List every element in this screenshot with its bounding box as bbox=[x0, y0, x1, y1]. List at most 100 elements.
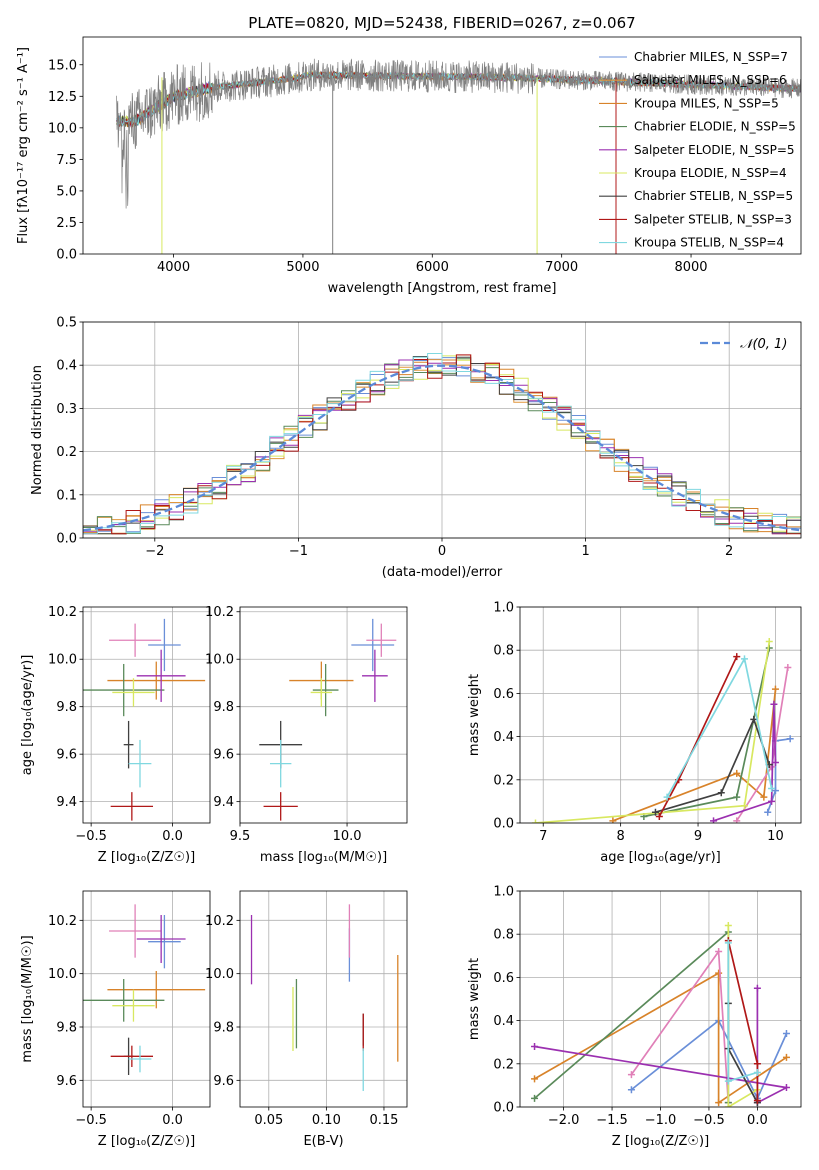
y-tick-label: 0.4 bbox=[493, 1014, 514, 1029]
y-axis-label: mass weight bbox=[467, 674, 482, 756]
legend-label: Salpeter ELODIE, N_SSP=5 bbox=[634, 143, 795, 157]
y-tick-label: 9.6 bbox=[213, 748, 234, 763]
legend-label: 𝒩(0, 1) bbox=[740, 337, 787, 352]
y-tick-label: 10.2 bbox=[205, 914, 234, 929]
x-axis-label: E(B-V) bbox=[303, 1134, 343, 1149]
mass-weight-line bbox=[713, 704, 777, 822]
x-axis-label: mass [log₁₀(M/M☉)] bbox=[260, 850, 387, 865]
observed-spectrum-line bbox=[116, 58, 801, 209]
axes-frame bbox=[519, 606, 802, 824]
legend-label: Chabrier ELODIE, N_SSP=5 bbox=[634, 120, 796, 134]
mass-weight-line bbox=[535, 641, 771, 823]
y-tick-label: 7.5 bbox=[56, 153, 77, 168]
data-point-marker bbox=[733, 817, 741, 823]
mass-weight-line bbox=[612, 689, 777, 822]
x-tick-label: 0.10 bbox=[312, 1113, 341, 1128]
x-tick-label: 8000 bbox=[674, 260, 707, 275]
plot-area bbox=[531, 922, 790, 1107]
axes-frame bbox=[82, 606, 211, 824]
y-tick-label: 0.0 bbox=[56, 248, 77, 263]
y-tick-label: 9.8 bbox=[213, 700, 234, 715]
x-axis-label: (data-model)/error bbox=[382, 565, 503, 580]
data-point-marker bbox=[740, 802, 748, 810]
y-tick-label: 0.2 bbox=[493, 773, 514, 788]
mass-weight-line bbox=[727, 942, 758, 1083]
panel-6: 0.05 0.10 0.15 9.6 9.8 10.0 10.2 E(B-V) bbox=[205, 890, 408, 1149]
legend-label: Salpeter STELIB, N_SSP=3 bbox=[634, 212, 792, 226]
y-tick-label: 0.4 bbox=[493, 730, 514, 745]
legend-label: Chabrier STELIB, N_SSP=5 bbox=[634, 189, 793, 203]
y-tick-label: 0.8 bbox=[493, 928, 514, 943]
x-tick-label: 0.0 bbox=[747, 1113, 768, 1128]
y-tick-label: 2.5 bbox=[56, 216, 77, 231]
x-tick-label: 9.5 bbox=[230, 829, 251, 844]
axes-frame bbox=[239, 606, 408, 824]
y-tick-label: 0.1 bbox=[56, 488, 77, 503]
data-point-marker bbox=[715, 947, 723, 955]
data-point-marker bbox=[627, 1071, 635, 1079]
x-tick-label: 0.0 bbox=[162, 829, 183, 844]
legend-label: Chabrier MILES, N_SSP=7 bbox=[634, 50, 788, 64]
mass-weight-line bbox=[534, 988, 790, 1105]
y-tick-label: 0.5 bbox=[56, 316, 77, 331]
x-tick-label: 9 bbox=[694, 829, 702, 844]
x-tick-label: 0.05 bbox=[254, 1113, 283, 1128]
y-tick-label: 9.8 bbox=[213, 1021, 234, 1036]
plot-area bbox=[83, 904, 206, 1075]
data-point-marker bbox=[753, 1068, 761, 1076]
axes-frame bbox=[82, 36, 802, 255]
x-tick-label: 0.0 bbox=[162, 1113, 183, 1128]
legend-label: Kroupa STELIB, N_SSP=4 bbox=[634, 236, 784, 250]
panel-2: −0.5 0.0 9.4 9.6 9.8 10.0 10.2 Z [log₁₀(Z/Z☉)] a… bbox=[20, 605, 211, 865]
y-axis-label: Flux [fλ10⁻¹⁷ erg cm⁻² s⁻¹ A⁻¹] bbox=[16, 47, 31, 244]
data-point-marker bbox=[724, 922, 732, 930]
panel-5: −0.5 0.0 9.6 9.8 10.0 10.2 Z [log₁₀(Z/Z☉)] mass… bbox=[20, 890, 211, 1149]
x-tick-label: −0.5 bbox=[75, 829, 107, 844]
panel-7: −2.0 −1.5 −1.0 −0.5 0.0 0.0 0.2 0.4 0.6 0.8 1.0 Z [… bbox=[467, 885, 802, 1149]
x-tick-label: −1.5 bbox=[596, 1113, 628, 1128]
data-point-marker bbox=[764, 808, 772, 816]
data-point-marker bbox=[733, 793, 741, 801]
legend-label: Salpeter MILES, N_SSP=6 bbox=[634, 73, 787, 87]
data-point-marker bbox=[655, 813, 663, 821]
data-point-marker bbox=[786, 735, 794, 743]
y-tick-label: 0.6 bbox=[493, 971, 514, 986]
data-point-marker bbox=[531, 819, 539, 823]
x-tick-label: −1 bbox=[289, 544, 308, 559]
data-point-marker bbox=[663, 793, 671, 801]
x-tick-label: 7000 bbox=[545, 260, 578, 275]
data-point-marker bbox=[740, 655, 748, 663]
data-point-marker bbox=[715, 969, 723, 977]
y-tick-label: 0.2 bbox=[493, 1057, 514, 1072]
x-axis-label: wavelength [Angstrom, rest frame] bbox=[328, 281, 557, 296]
data-point-marker bbox=[760, 793, 768, 801]
data-point-marker bbox=[733, 653, 741, 661]
chart-title: PLATE=0820, MJD=52438, FIBERID=0267, z=0… bbox=[248, 14, 635, 32]
y-tick-label: 10.0 bbox=[48, 653, 77, 668]
y-tick-label: 10.0 bbox=[48, 121, 77, 136]
x-tick-label: 1 bbox=[581, 544, 589, 559]
y-tick-label: 10.2 bbox=[205, 605, 234, 620]
plot-area bbox=[250, 904, 399, 1091]
y-axis-label: age [log₁₀(age/yr)] bbox=[20, 655, 35, 776]
x-axis-label: age [log₁₀(age/yr)] bbox=[600, 850, 721, 865]
data-point-marker bbox=[710, 817, 718, 823]
y-tick-label: 0.3 bbox=[56, 402, 77, 417]
y-tick-label: 9.6 bbox=[56, 748, 77, 763]
mass-weight-line bbox=[534, 971, 787, 1105]
y-tick-label: 9.4 bbox=[213, 795, 234, 810]
mass-weight-line bbox=[630, 1019, 788, 1101]
y-tick-label: 5.0 bbox=[56, 184, 77, 199]
panel-1: −2 −1 0 1 2 0.0 0.1 0.2 0.3 0.4 0.5 (data-model)/er… bbox=[30, 316, 802, 580]
data-point-marker bbox=[753, 984, 761, 992]
data-point-marker bbox=[627, 1086, 635, 1094]
y-axis-label: mass [log₁₀(M/M☉)] bbox=[20, 935, 35, 1062]
data-point-marker bbox=[651, 808, 659, 816]
data-point-marker bbox=[724, 1103, 732, 1107]
y-tick-label: 9.8 bbox=[56, 700, 77, 715]
data-point-marker bbox=[753, 1060, 761, 1068]
data-point-marker bbox=[715, 1099, 723, 1107]
data-point-marker bbox=[765, 638, 773, 646]
plot-area bbox=[116, 58, 801, 254]
y-tick-label: 0.8 bbox=[493, 644, 514, 659]
